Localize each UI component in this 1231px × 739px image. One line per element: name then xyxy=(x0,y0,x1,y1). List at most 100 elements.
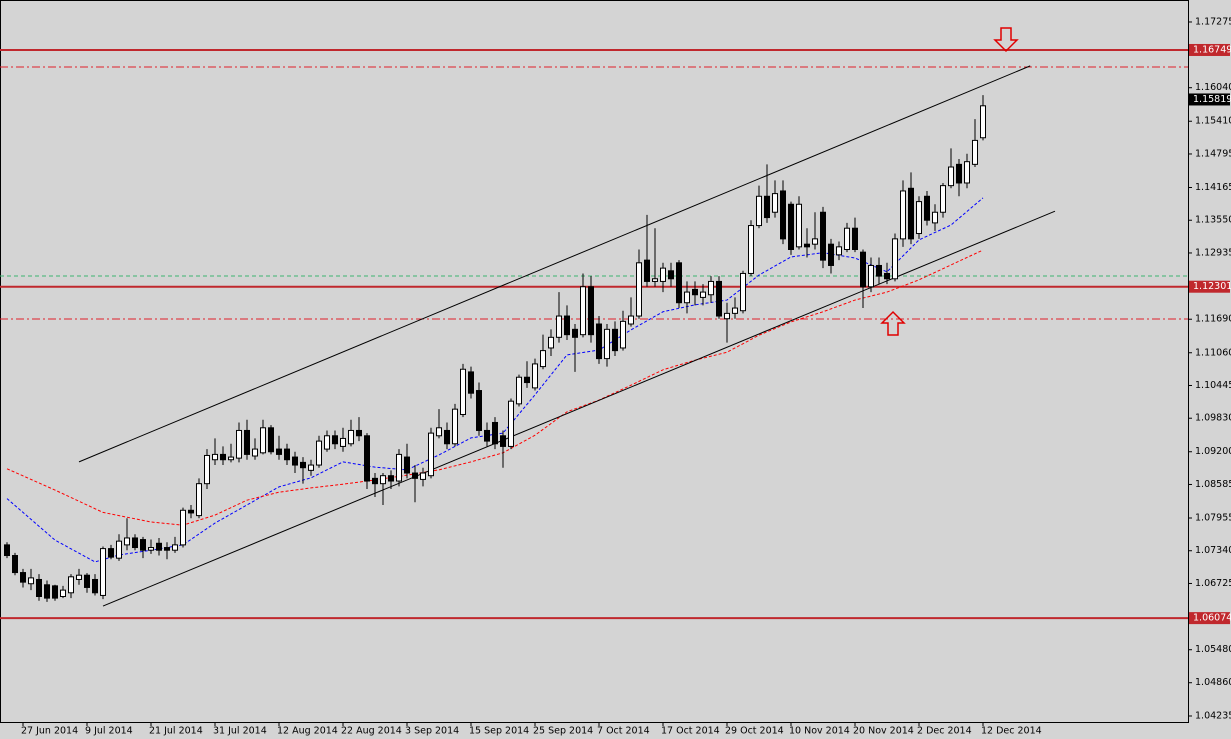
plot xyxy=(0,48,1188,620)
y-tick-label: 1.13550 xyxy=(1195,215,1231,226)
candle-body xyxy=(12,555,18,574)
candle-body xyxy=(124,537,130,546)
candle-body xyxy=(820,211,826,261)
candle-body xyxy=(876,264,882,277)
candle-body xyxy=(332,435,338,445)
candle-body xyxy=(172,544,178,551)
x-tick-label: 27 Jun 2014 xyxy=(21,726,78,737)
candle-body xyxy=(436,427,442,437)
candle-body xyxy=(244,429,250,455)
up-arrow xyxy=(880,310,906,336)
candle-body xyxy=(140,539,146,551)
candle-body xyxy=(324,435,330,450)
candle-body xyxy=(116,540,122,559)
candle-body xyxy=(388,475,394,482)
candle-body xyxy=(644,259,650,282)
candle-body xyxy=(660,267,666,282)
y-tick-label: 1.10445 xyxy=(1195,380,1231,391)
x-tick-label: 3 Sep 2014 xyxy=(405,726,459,737)
down-arrow xyxy=(993,27,1019,53)
candle-body xyxy=(860,251,866,288)
candle-body xyxy=(316,440,322,466)
candle-body xyxy=(84,574,90,588)
candle-body xyxy=(836,246,842,256)
candle-body xyxy=(44,584,50,599)
candle-body xyxy=(228,456,234,461)
candle-body xyxy=(612,328,618,352)
level-label: 1.06074 xyxy=(1193,613,1231,624)
y-tick-label: 1.04235 xyxy=(1195,710,1231,721)
candle-body xyxy=(884,272,890,280)
candle-body xyxy=(356,429,362,437)
x-tick-label: 31 Jul 2014 xyxy=(213,726,267,737)
candle-body xyxy=(348,429,354,445)
axes: 1.17275 1.16040 1.15410 1.14795 1.14165 1.135… xyxy=(21,16,1231,736)
x-tick-label: 10 Nov 2014 xyxy=(789,726,850,737)
level-label-box xyxy=(1189,612,1230,625)
candle-body xyxy=(372,477,378,485)
candle-body xyxy=(180,509,186,546)
candle-body xyxy=(636,262,642,317)
x-tick-label: 25 Sep 2014 xyxy=(533,726,593,737)
x-tick-label: 15 Sep 2014 xyxy=(469,726,529,737)
candle-body xyxy=(36,578,42,598)
candle-body xyxy=(404,456,410,474)
x-tick-label: 22 Aug 2014 xyxy=(341,726,402,737)
candle-body xyxy=(676,262,682,304)
candle-body xyxy=(980,105,986,139)
candle-body xyxy=(148,547,154,551)
candle-body xyxy=(828,243,834,266)
x-tick-label: 20 Nov 2014 xyxy=(853,726,914,737)
candle-body xyxy=(364,435,370,482)
y-tick-label: 1.09830 xyxy=(1195,413,1231,424)
candle-body xyxy=(4,544,10,557)
candle-body xyxy=(468,371,474,394)
candle-body xyxy=(892,238,898,280)
candle-body xyxy=(68,576,74,594)
candle-body xyxy=(76,574,82,580)
candle-body xyxy=(652,278,658,282)
y-tick-label: 1.17275 xyxy=(1195,16,1231,27)
x-tick-label: 21 Jul 2014 xyxy=(149,726,203,737)
candle-body xyxy=(940,185,946,213)
candle-body xyxy=(732,307,738,314)
price-label-box xyxy=(1189,93,1230,106)
x-tick-label: 17 Oct 2014 xyxy=(661,726,720,737)
candle-body xyxy=(308,464,314,471)
candle-body xyxy=(916,201,922,235)
candle-body xyxy=(524,376,530,384)
candle-body xyxy=(276,448,282,455)
candle-body xyxy=(620,320,626,349)
y-tick-label: 1.11060 xyxy=(1195,347,1231,358)
candle-body xyxy=(204,454,210,485)
candle-body xyxy=(452,408,458,445)
candle-body xyxy=(428,432,434,477)
candle-body xyxy=(484,429,490,442)
candle-body xyxy=(788,203,794,251)
level-label-box xyxy=(1189,43,1230,56)
candle-body xyxy=(604,328,610,360)
candle-body xyxy=(444,429,450,445)
candle-body xyxy=(852,227,858,251)
candle-body xyxy=(92,578,98,594)
candle-body xyxy=(28,577,34,585)
y-tick-label: 1.12935 xyxy=(1195,247,1231,258)
candle-body xyxy=(724,312,730,320)
y-tick-label: 1.04860 xyxy=(1195,677,1231,688)
candle-body xyxy=(796,203,802,248)
candle-body xyxy=(420,472,426,480)
candle-body xyxy=(220,453,226,461)
y-tick-label: 1.15410 xyxy=(1195,116,1231,127)
y-tick-label: 1.14165 xyxy=(1195,182,1231,193)
candle-body xyxy=(772,193,778,213)
candle-body xyxy=(460,368,466,415)
y-tick-label: 1.16040 xyxy=(1195,82,1231,93)
x-tick-label: 29 Oct 2014 xyxy=(725,726,784,737)
candle-body xyxy=(132,537,138,549)
candle-body xyxy=(628,315,634,325)
x-tick-label: 2 Dec 2014 xyxy=(917,726,972,737)
y-tick-label: 1.05480 xyxy=(1195,644,1231,655)
candle-body xyxy=(868,264,874,288)
price-label: 1.15819 xyxy=(1193,94,1231,105)
candle-body xyxy=(196,483,202,517)
